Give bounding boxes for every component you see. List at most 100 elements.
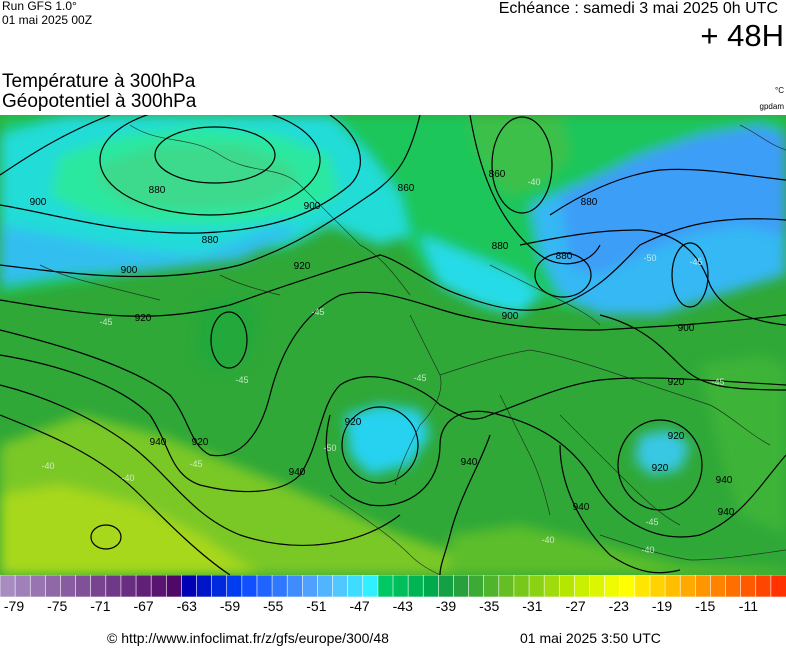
svg-text:920: 920 — [668, 377, 685, 388]
colorbar-swatch — [483, 575, 500, 597]
colorbar-swatch — [710, 575, 727, 597]
svg-text:880: 880 — [492, 241, 509, 252]
colorbar-swatch — [75, 575, 92, 597]
colorbar-swatch — [528, 575, 545, 597]
colorbar-tick-label: -31 — [522, 598, 543, 614]
colorbar-swatch — [453, 575, 470, 597]
colorbar-swatch — [589, 575, 606, 597]
colorbar-swatch — [241, 575, 258, 597]
contour-value-labels: 880 900 860 880 900 920 880 900 920 900 … — [30, 169, 735, 518]
svg-text:940: 940 — [289, 467, 306, 478]
svg-text:880: 880 — [149, 185, 166, 196]
svg-text:940: 940 — [716, 475, 733, 486]
svg-text:-40: -40 — [641, 545, 654, 555]
colorbar-tick-label: -23 — [608, 598, 629, 614]
colorbar-swatch — [150, 575, 168, 597]
colorbar-swatch — [0, 575, 16, 597]
colorbar-swatch — [362, 575, 379, 597]
svg-text:940: 940 — [573, 502, 590, 513]
svg-text:-45: -45 — [689, 257, 702, 267]
geopotential-contours — [0, 115, 786, 575]
svg-text:900: 900 — [304, 201, 321, 212]
weather-map: 880 900 860 880 900 920 880 900 920 900 … — [0, 115, 786, 575]
colorbar-swatch — [317, 575, 334, 597]
colorbar-swatch — [649, 575, 666, 597]
svg-text:-45: -45 — [645, 517, 658, 527]
colorbar-swatch — [634, 575, 651, 597]
colorbar-swatch — [740, 575, 757, 597]
colorbar-swatch — [619, 575, 636, 597]
svg-text:920: 920 — [345, 417, 362, 428]
colorbar-swatch — [377, 575, 394, 597]
map-title-temperature: Température à 300hPa — [2, 71, 196, 92]
colorbar-swatch — [90, 575, 107, 597]
colorbar-swatch — [332, 575, 349, 597]
colorbar-swatch — [695, 575, 712, 597]
svg-text:900: 900 — [121, 265, 138, 276]
svg-text:-40: -40 — [41, 461, 54, 471]
svg-text:860: 860 — [489, 169, 506, 180]
temperature-colorbar — [0, 575, 786, 597]
colorbar-swatch — [513, 575, 530, 597]
colorbar-swatch — [45, 575, 62, 597]
colorbar-tick-label: -71 — [90, 598, 111, 614]
svg-text:880: 880 — [202, 235, 219, 246]
colorbar-tick-label: -75 — [47, 598, 68, 614]
unit-label: °C — [775, 86, 784, 95]
colorbar-tick-label: -79 — [3, 598, 25, 614]
colorbar-tick-label: -43 — [392, 598, 413, 614]
svg-text:-45: -45 — [189, 459, 202, 469]
temperature-value-labels: -45 -45 -40 -40 -45 -50 -45 -40 -45 -50 … — [41, 177, 724, 555]
colorbar-swatch — [271, 575, 288, 597]
colorbar-tick-label: -15 — [695, 598, 716, 614]
coastlines — [39, 124, 786, 575]
svg-text:860: 860 — [398, 183, 415, 194]
svg-text:920: 920 — [652, 463, 669, 474]
colorbar-swatch — [664, 575, 682, 597]
colorbar-ticks: -79 -75 -71 -67 -63 -59 -55 -51 -47 -43 -39 -35 -31 -… — [0, 598, 786, 618]
colorbar-swatch — [770, 575, 786, 597]
unit-credit: gpdam — [759, 102, 784, 111]
colorbar-swatch — [679, 575, 697, 597]
svg-text:920: 920 — [668, 431, 685, 442]
colorbar-tick-label: -67 — [133, 598, 154, 614]
colorbar-swatch — [29, 575, 47, 597]
lead-time: + 48H — [700, 18, 784, 53]
svg-text:940: 940 — [150, 437, 167, 448]
colorbar-swatch — [604, 575, 621, 597]
forecast-valid-time: Echéance : samedi 3 mai 2025 0h UTC — [498, 0, 778, 17]
colorbar-swatch — [105, 575, 122, 597]
colorbar-swatch — [60, 575, 77, 597]
colorbar-swatch — [226, 575, 243, 597]
svg-text:-45: -45 — [711, 377, 724, 387]
colorbar-swatch — [468, 575, 485, 597]
colorbar-swatch — [407, 575, 425, 597]
generated-date: 01 mai 2025 3:50 UTC — [520, 630, 661, 646]
colorbar-swatch — [558, 575, 576, 597]
colorbar-tick-label: -27 — [565, 598, 586, 614]
colorbar-tick-label: -51 — [306, 598, 327, 614]
source-url: © http://www.infoclimat.fr/z/gfs/europe/… — [107, 630, 389, 646]
colorbar-swatch — [543, 575, 561, 597]
svg-text:-40: -40 — [527, 177, 540, 187]
colorbar-swatch — [725, 575, 742, 597]
colorbar-swatch — [392, 575, 409, 597]
colorbar-tick-label: -59 — [219, 598, 241, 614]
colorbar-tick-label: -39 — [435, 598, 457, 614]
colorbar-swatch — [347, 575, 364, 597]
colorbar-swatch — [286, 575, 304, 597]
svg-text:-40: -40 — [541, 535, 554, 545]
svg-text:880: 880 — [581, 197, 598, 208]
colorbar-tick-label: -47 — [349, 598, 370, 614]
svg-text:900: 900 — [30, 197, 47, 208]
colorbar-swatch — [135, 575, 152, 597]
svg-text:920: 920 — [135, 313, 152, 324]
colorbar-swatch — [14, 575, 32, 597]
colorbar-swatch — [755, 575, 772, 597]
colorbar-tick-label: -63 — [176, 598, 197, 614]
colorbar-swatch — [438, 575, 455, 597]
temperature-field — [0, 115, 786, 575]
svg-text:-45: -45 — [235, 375, 248, 385]
colorbar-swatch — [196, 575, 213, 597]
colorbar-swatch — [574, 575, 591, 597]
